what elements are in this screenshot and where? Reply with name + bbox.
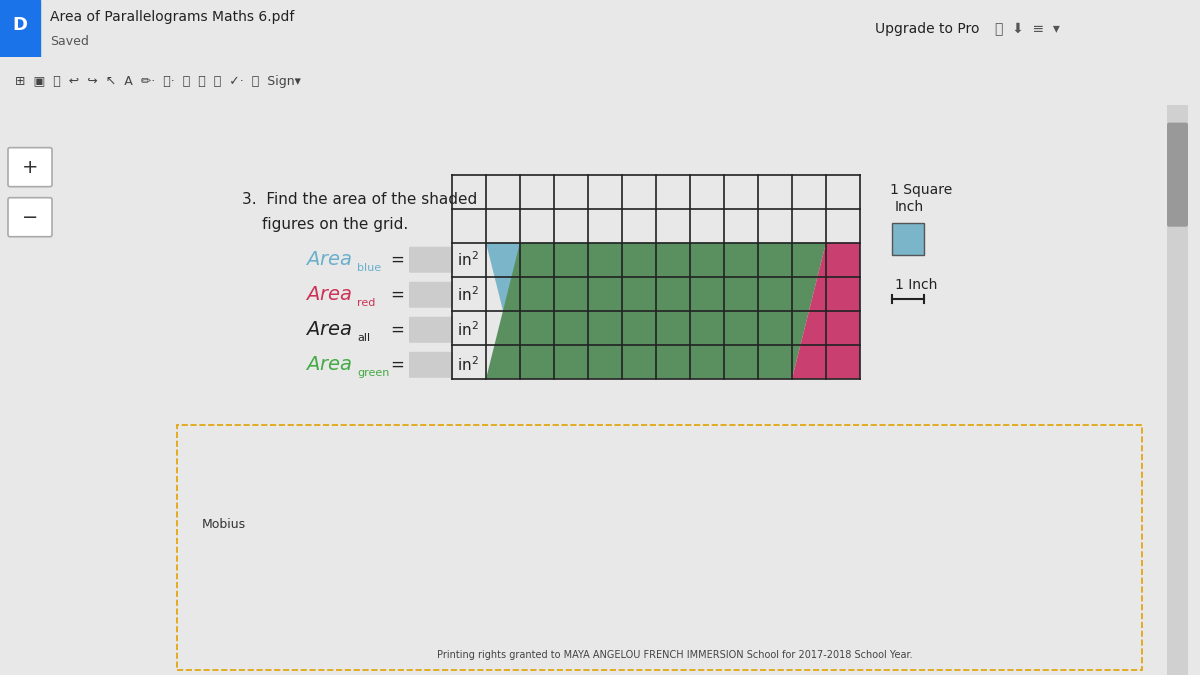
Text: Saved: Saved — [50, 35, 89, 48]
Text: Printing rights granted to MAYA ANGELOU FRENCH IMMERSION School for 2017-2018 Sc: Printing rights granted to MAYA ANGELOU … — [437, 650, 913, 660]
Text: Mobius: Mobius — [202, 518, 246, 531]
Text: −: − — [22, 208, 38, 227]
Text: =: = — [390, 250, 404, 269]
Polygon shape — [486, 243, 554, 379]
Text: Area of Parallelograms Maths 6.pdf: Area of Parallelograms Maths 6.pdf — [50, 10, 294, 24]
Text: in$^2$: in$^2$ — [457, 356, 479, 374]
Text: green: green — [358, 368, 389, 378]
Text: 👤  ⬇  ≡  ▾: 👤 ⬇ ≡ ▾ — [995, 22, 1060, 36]
Text: 1 Inch: 1 Inch — [895, 277, 937, 292]
Text: =: = — [390, 356, 404, 374]
Text: figures on the grid.: figures on the grid. — [262, 217, 408, 232]
Text: $\mathit{Area}$: $\mathit{Area}$ — [305, 250, 352, 269]
Text: $\mathit{Area}$: $\mathit{Area}$ — [305, 286, 352, 304]
Text: +: + — [22, 158, 38, 177]
Polygon shape — [486, 243, 826, 379]
Text: $\mathit{Area}$: $\mathit{Area}$ — [305, 320, 352, 340]
FancyBboxPatch shape — [8, 198, 52, 237]
Text: in$^2$: in$^2$ — [457, 250, 479, 269]
FancyBboxPatch shape — [409, 281, 454, 308]
FancyBboxPatch shape — [409, 352, 454, 378]
Polygon shape — [792, 243, 860, 379]
Text: 3.  Find the area of the shaded: 3. Find the area of the shaded — [242, 192, 478, 207]
Text: Inch: Inch — [895, 200, 924, 214]
Text: =: = — [390, 286, 404, 304]
Text: $\mathit{Area}$: $\mathit{Area}$ — [305, 355, 352, 375]
FancyBboxPatch shape — [892, 223, 924, 254]
Text: ⊞  ▣  🖨  ↩  ↪  ↖  A  ✏·  🖊·  ⬜  📌  🔥  ✓·  🖼  Sign▾: ⊞ ▣ 🖨 ↩ ↪ ↖ A ✏· 🖊· ⬜ 📌 🔥 ✓· 🖼 Sign▾ — [14, 75, 301, 88]
FancyBboxPatch shape — [8, 148, 52, 187]
FancyBboxPatch shape — [1166, 105, 1188, 675]
Text: Upgrade to Pro: Upgrade to Pro — [875, 22, 979, 36]
Text: in$^2$: in$^2$ — [457, 286, 479, 304]
Text: blue: blue — [358, 263, 382, 273]
Text: D: D — [12, 16, 28, 34]
Text: =: = — [390, 321, 404, 339]
Text: in$^2$: in$^2$ — [457, 321, 479, 339]
FancyBboxPatch shape — [409, 247, 454, 273]
FancyBboxPatch shape — [1166, 123, 1188, 227]
Text: 1 Square: 1 Square — [890, 183, 953, 196]
FancyBboxPatch shape — [409, 317, 454, 343]
Bar — [0, 0, 40, 57]
Text: red: red — [358, 298, 376, 308]
Bar — [178, 425, 1142, 670]
Text: all: all — [358, 333, 370, 343]
